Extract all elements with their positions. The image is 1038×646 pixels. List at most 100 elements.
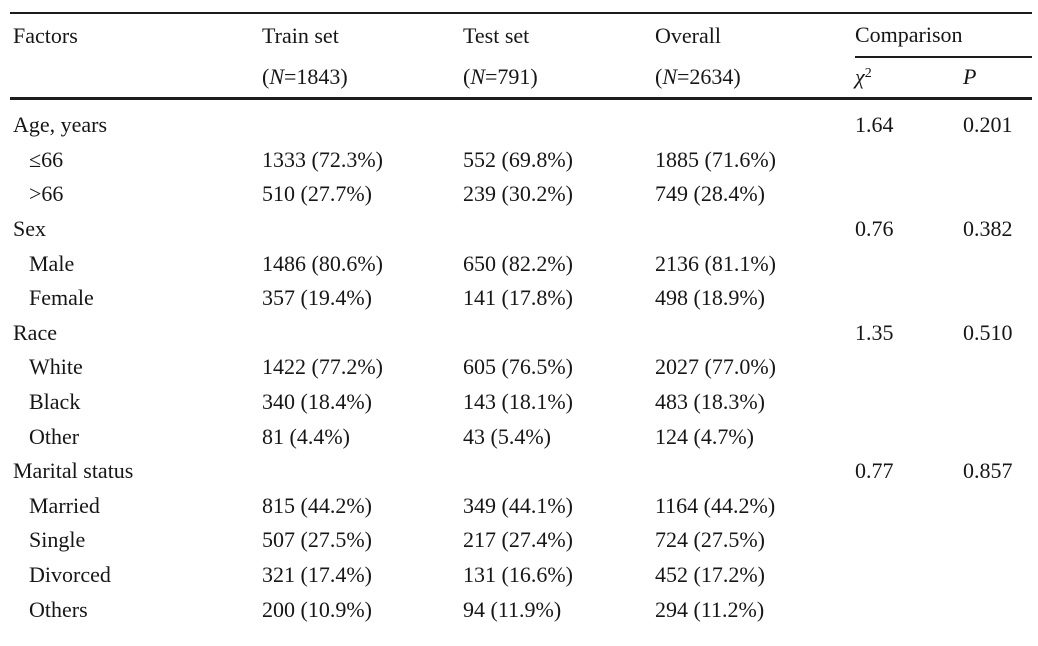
chi2-cell [855,385,963,420]
table-body: Age, years 1.64 0.201 ≤66 1333 (72.3%) 5… [10,98,1032,627]
factor-cell: ≤66 [29,146,64,172]
overall-cell: 294 (11.2%) [655,596,765,622]
chi2-cell [855,523,963,558]
test-cell: 349 (44.1%) [463,492,573,518]
test-cell [463,212,655,247]
table-row: Sex 0.76 0.382 [10,212,1032,247]
table-row: Age, years 1.64 0.201 [10,108,1032,143]
train-cell [262,316,463,351]
table-row: Divorced 321 (17.4%) 131 (16.6%) 452 (17… [10,558,1032,593]
overall-cell [655,212,855,247]
test-cell: 43 (5.4%) [463,423,551,449]
table-row: ≤66 1333 (72.3%) 552 (69.8%) 1885 (71.6%… [10,143,1032,178]
overall-n: (N=2634) [655,57,855,100]
train-cell: 321 (17.4%) [262,562,372,588]
chi2-cell [855,592,963,627]
n-value: =1843) [284,63,348,89]
test-set-n: (N=791) [463,57,655,100]
overall-cell: 724 (27.5%) [655,527,765,553]
factor-cell: Age, years [13,112,108,138]
n-symbol: N [662,63,678,89]
header-row-1: Factors Train set Test set Overall Compa… [10,13,1032,58]
col-header-test-set: Test set [463,22,530,48]
table-row: Male 1486 (80.6%) 650 (82.2%) 2136 (81.1… [10,246,1032,281]
paren: ( [463,63,471,89]
table-row: Race 1.35 0.510 [10,316,1032,351]
test-cell [463,454,655,489]
train-set-n: (N=1843) [262,57,463,100]
chi2-cell: 1.35 [855,319,894,345]
n-symbol: N [470,63,486,89]
overall-cell [655,108,855,143]
chi2-cell [855,177,963,212]
test-cell: 94 (11.9%) [463,596,562,622]
chi2-cell: 0.76 [855,216,894,242]
chi2-cell: 1.64 [855,112,894,138]
factor-cell: Race [13,319,57,345]
factor-cell: Divorced [29,562,111,588]
train-cell: 81 (4.4%) [262,423,350,449]
test-cell: 217 (27.4%) [463,527,573,553]
overall-cell: 1885 (71.6%) [655,146,776,172]
overall-cell: 2027 (77.0%) [655,354,776,380]
factor-cell: Female [29,285,94,311]
train-cell: 200 (10.9%) [262,596,372,622]
train-cell: 507 (27.5%) [262,527,372,553]
factor-cell: Single [29,527,86,553]
chi-superscript: 2 [864,66,872,82]
table-row: Others 200 (10.9%) 94 (11.9%) 294 (11.2%… [10,592,1032,627]
chi2-cell [855,281,963,316]
p-cell: 0.201 [963,112,1013,138]
train-cell [262,454,463,489]
p-cell [963,281,1032,316]
demographics-table: Factors Train set Test set Overall Compa… [10,12,1032,627]
spacer-row [10,98,1032,108]
factor-cell: Married [29,492,100,518]
train-cell [262,108,463,143]
factor-cell: Black [29,389,81,415]
col-header-p-value: P [963,57,1032,100]
chi-symbol: χ [855,64,865,90]
table-row: Female 357 (19.4%) 141 (17.8%) 498 (18.9… [10,281,1032,316]
test-cell: 605 (76.5%) [463,354,573,380]
table-header: Factors Train set Test set Overall Compa… [10,13,1032,100]
overall-cell: 452 (17.2%) [655,562,765,588]
overall-cell: 1164 (44.2%) [655,492,776,518]
chi2-cell [855,246,963,281]
table-row: White 1422 (77.2%) 605 (76.5%) 2027 (77.… [10,350,1032,385]
n-symbol: N [269,63,285,89]
chi2-cell [855,143,963,178]
n-value: =2634) [677,63,741,89]
col-header-chi-square: χ2 [855,57,963,100]
table-row: Married 815 (44.2%) 349 (44.1%) 1164 (44… [10,489,1032,524]
overall-cell: 124 (4.7%) [655,423,754,449]
col-header-comparison: Comparison [855,13,1032,58]
p-cell [963,489,1032,524]
factor-cell: Other [29,423,80,449]
overall-cell: 749 (28.4%) [655,181,765,207]
p-cell: 0.857 [963,458,1013,484]
factor-cell: Marital status [13,458,134,484]
overall-cell: 483 (18.3%) [655,389,765,415]
test-cell [463,108,655,143]
col-header-factors: Factors [13,22,78,48]
p-cell [963,350,1032,385]
table-row: Marital status 0.77 0.857 [10,454,1032,489]
factor-cell: >66 [29,181,64,207]
p-symbol: P [963,64,977,90]
table-row: Black 340 (18.4%) 143 (18.1%) 483 (18.3%… [10,385,1032,420]
chi2-cell [855,489,963,524]
chi2-cell [855,419,963,454]
table-row: >66 510 (27.7%) 239 (30.2%) 749 (28.4%) [10,177,1032,212]
chi2-cell [855,558,963,593]
table-row: Single 507 (27.5%) 217 (27.4%) 724 (27.5… [10,523,1032,558]
p-cell [963,177,1032,212]
train-cell: 357 (19.4%) [262,285,372,311]
train-cell: 1422 (77.2%) [262,354,383,380]
train-cell [262,212,463,247]
test-cell: 239 (30.2%) [463,181,573,207]
factor-cell: Sex [13,216,46,242]
p-cell [963,523,1032,558]
factor-cell: Male [29,250,75,276]
test-cell: 143 (18.1%) [463,389,573,415]
